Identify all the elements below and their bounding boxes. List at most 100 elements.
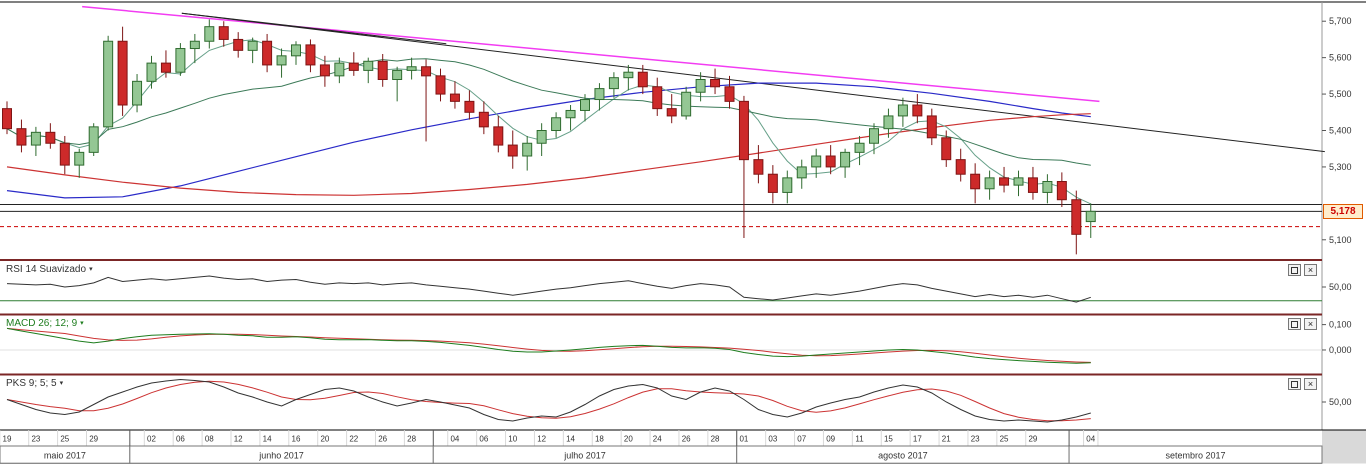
svg-text:07: 07 bbox=[797, 435, 806, 444]
candle bbox=[1027, 177, 1038, 193]
pks-indicator-label[interactable]: PKS 9; 5; 5 ▾ bbox=[6, 378, 63, 389]
main-price-panel bbox=[0, 5, 1325, 255]
rsi-panel-controls: × bbox=[1288, 264, 1317, 276]
maximize-icon bbox=[1291, 266, 1298, 274]
svg-text:06: 06 bbox=[176, 435, 185, 444]
candle bbox=[912, 104, 923, 117]
candle bbox=[955, 159, 966, 175]
candle bbox=[59, 142, 70, 166]
candle bbox=[897, 104, 908, 117]
close-button[interactable]: × bbox=[1304, 378, 1317, 390]
candle bbox=[189, 40, 200, 50]
candle bbox=[334, 62, 345, 77]
maximize-button[interactable] bbox=[1288, 318, 1301, 330]
candle bbox=[392, 69, 403, 81]
candle bbox=[796, 166, 807, 179]
svg-text:15: 15 bbox=[884, 435, 893, 444]
candle bbox=[146, 62, 157, 82]
svg-text:setembro 2017: setembro 2017 bbox=[1166, 451, 1226, 461]
candle bbox=[580, 99, 590, 111]
svg-text:12: 12 bbox=[537, 435, 546, 444]
candle bbox=[652, 86, 663, 110]
candle bbox=[421, 66, 432, 77]
svg-text:5,300: 5,300 bbox=[1329, 162, 1352, 172]
month-box bbox=[1068, 445, 1323, 464]
candle bbox=[30, 131, 41, 146]
candle bbox=[291, 44, 301, 57]
candle bbox=[1056, 181, 1067, 201]
candle bbox=[247, 40, 258, 51]
chevron-down-icon: ▾ bbox=[80, 320, 84, 327]
svg-text:04: 04 bbox=[450, 435, 459, 444]
svg-text:maio 2017: maio 2017 bbox=[44, 451, 86, 461]
svg-text:5,700: 5,700 bbox=[1329, 16, 1352, 26]
macd-indicator-label[interactable]: MACD 26; 12; 9 ▾ bbox=[6, 318, 84, 329]
svg-text:04: 04 bbox=[1086, 435, 1095, 444]
candle bbox=[1085, 210, 1096, 223]
svg-text:01: 01 bbox=[739, 435, 748, 444]
candle bbox=[16, 128, 27, 146]
candle bbox=[117, 40, 128, 106]
last-price-tag: 5,178 bbox=[1323, 204, 1363, 219]
rsi-indicator-label[interactable]: RSI 14 Suavizado ▾ bbox=[6, 264, 93, 275]
maximize-icon bbox=[1291, 320, 1298, 328]
svg-text:agosto 2017: agosto 2017 bbox=[878, 451, 928, 461]
close-button[interactable]: × bbox=[1304, 318, 1317, 330]
svg-text:10: 10 bbox=[508, 435, 517, 444]
rsi-panel: 50,00 bbox=[0, 275, 1352, 303]
candle bbox=[507, 144, 518, 157]
close-button[interactable]: × bbox=[1304, 264, 1317, 276]
svg-text:23: 23 bbox=[971, 435, 980, 444]
candle bbox=[406, 66, 417, 71]
maximize-button[interactable] bbox=[1288, 378, 1301, 390]
chevron-down-icon: ▾ bbox=[59, 380, 64, 387]
svg-text:03: 03 bbox=[768, 435, 777, 444]
svg-text:24: 24 bbox=[653, 435, 662, 444]
candle bbox=[608, 77, 619, 90]
candle bbox=[869, 128, 879, 144]
candle bbox=[262, 40, 273, 66]
maximize-icon bbox=[1291, 380, 1298, 388]
svg-text:5,100: 5,100 bbox=[1329, 235, 1352, 245]
candle bbox=[319, 64, 330, 77]
svg-text:23: 23 bbox=[31, 435, 40, 444]
candle bbox=[883, 115, 894, 130]
pks-title: PKS 9; 5; 5 bbox=[6, 378, 57, 389]
candle bbox=[464, 100, 475, 113]
svg-text:22: 22 bbox=[349, 435, 358, 444]
svg-text:29: 29 bbox=[1028, 435, 1037, 444]
macd-panel-controls: × bbox=[1288, 318, 1317, 330]
svg-text:50,00: 50,00 bbox=[1329, 282, 1352, 292]
candle bbox=[45, 131, 56, 144]
candle bbox=[204, 26, 215, 42]
candle bbox=[377, 60, 388, 80]
svg-text:julho 2017: julho 2017 bbox=[563, 451, 606, 461]
candle bbox=[637, 71, 648, 88]
macd-title: MACD 26; 12; 9 bbox=[6, 318, 78, 329]
candle bbox=[594, 88, 605, 101]
candle bbox=[695, 79, 706, 93]
svg-text:14: 14 bbox=[263, 435, 272, 444]
svg-text:06: 06 bbox=[479, 435, 488, 444]
candle bbox=[522, 142, 533, 157]
svg-text:29: 29 bbox=[89, 435, 98, 444]
svg-text:0,000: 0,000 bbox=[1329, 345, 1352, 355]
candle bbox=[984, 177, 995, 190]
svg-text:5,400: 5,400 bbox=[1329, 126, 1352, 136]
svg-text:5,600: 5,600 bbox=[1329, 53, 1352, 63]
svg-text:25: 25 bbox=[1000, 435, 1009, 444]
candle bbox=[999, 177, 1010, 186]
candle bbox=[840, 151, 851, 168]
svg-text:20: 20 bbox=[624, 435, 633, 444]
candle bbox=[666, 108, 677, 117]
svg-text:21: 21 bbox=[942, 435, 951, 444]
candle bbox=[811, 155, 822, 168]
candlestick-series bbox=[2, 19, 1096, 255]
candle bbox=[1013, 177, 1024, 186]
maximize-button[interactable] bbox=[1288, 264, 1301, 276]
candle bbox=[88, 126, 99, 153]
candle bbox=[233, 38, 244, 51]
candle bbox=[1071, 199, 1082, 235]
